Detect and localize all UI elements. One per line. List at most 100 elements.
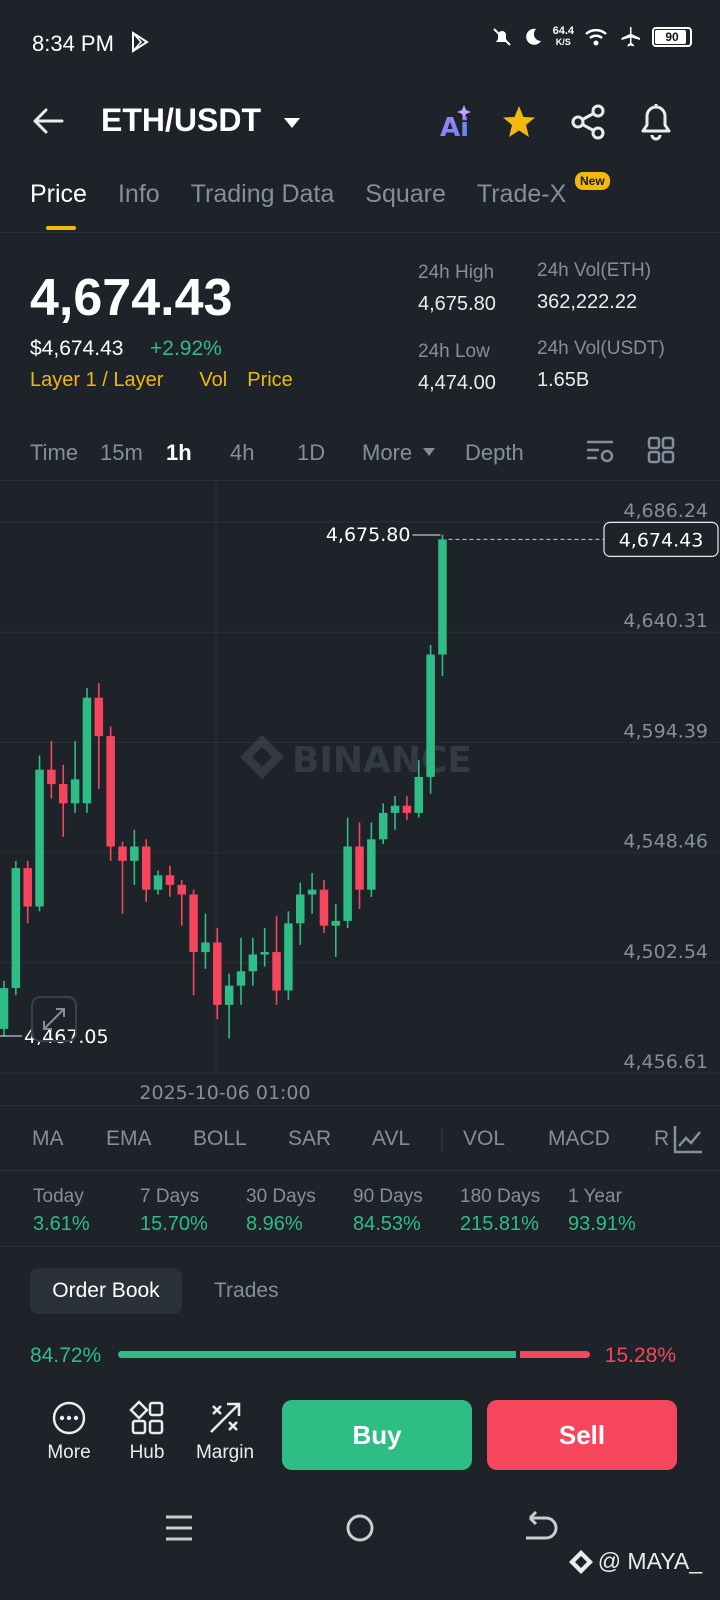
perf-180d-value: 215.81% <box>460 1213 539 1235</box>
moon-icon <box>525 28 541 45</box>
ask-ratio-bar <box>520 1351 590 1358</box>
alert-bell-icon[interactable] <box>638 101 674 141</box>
y-tick-label: 4,548.46 <box>623 831 708 853</box>
y-tick-label: 4,502.54 <box>623 941 708 963</box>
candle <box>426 644 435 794</box>
bid-ratio-bar <box>118 1351 516 1358</box>
tag-vol[interactable]: Vol <box>199 369 228 391</box>
indicator-macd[interactable]: MACD <box>548 1127 610 1150</box>
indicator-vol[interactable]: VOL <box>463 1127 506 1150</box>
pair-selector[interactable]: ETH/USDT <box>101 102 261 138</box>
ai-icon[interactable]: Ai <box>438 102 474 142</box>
candle-body <box>224 985 234 1005</box>
candle <box>23 860 32 924</box>
tag-category[interactable]: Layer 1 / Layer <box>30 369 164 391</box>
hub-button[interactable]: Hub <box>111 1400 183 1464</box>
tab-square[interactable]: Square <box>365 180 446 208</box>
indicator-avl[interactable]: AVL <box>372 1127 411 1150</box>
candles <box>0 534 447 1039</box>
perf-30d-value: 8.96% <box>246 1213 303 1235</box>
indicator-boll[interactable]: BOLL <box>193 1127 247 1150</box>
share-icon[interactable] <box>570 104 606 140</box>
candle-body <box>367 839 376 890</box>
interval-depth[interactable]: Depth <box>465 440 524 465</box>
tab-trades[interactable]: Trades <box>214 1279 279 1302</box>
watermark-tag-text: @ MAYA_ <box>597 1548 702 1574</box>
interval-1d[interactable]: 1D <box>297 440 326 465</box>
sell-button[interactable]: Sell <box>487 1400 677 1470</box>
margin-button[interactable]: Margin <box>189 1400 261 1464</box>
nav-back-icon[interactable] <box>526 1510 558 1540</box>
tab-trade-x[interactable]: Trade-X <box>476 180 567 208</box>
favorite-star-icon[interactable] <box>501 105 537 139</box>
candle-body <box>355 846 364 890</box>
interval-4h[interactable]: 4h <box>230 440 255 465</box>
binance-logo-icon <box>568 1549 593 1574</box>
candle-body <box>284 923 293 991</box>
tab-order-book[interactable]: Order Book <box>30 1268 182 1314</box>
candle-body <box>153 875 163 890</box>
high-value: 4,675.80 <box>418 293 496 315</box>
tab-info[interactable]: Info <box>117 180 160 208</box>
candle <box>390 796 400 830</box>
tab-trading-data[interactable]: Trading Data <box>190 180 335 208</box>
last-price-tag[interactable] <box>603 521 719 557</box>
home-icon[interactable] <box>346 1514 374 1542</box>
candle-body <box>331 920 341 926</box>
candle-body <box>59 784 68 804</box>
perf-90d-value: 84.53% <box>353 1213 421 1235</box>
candle <box>59 764 68 837</box>
interval-1h[interactable]: 1h <box>166 440 192 465</box>
candlestick-chart[interactable]: BINANCE 4,686.24 4,640.31 4,594.39 4,548.46… <box>0 480 720 1100</box>
recents-icon[interactable] <box>166 1515 192 1541</box>
interval-15m[interactable]: 15m <box>100 440 143 465</box>
candle-body <box>47 769 56 785</box>
more-label: More <box>47 1442 91 1463</box>
indicator-chart-icon[interactable] <box>672 1123 704 1155</box>
chart-settings-icon[interactable] <box>585 438 615 466</box>
candle <box>307 872 317 914</box>
low-label: 24h Low <box>418 341 490 362</box>
indicator-ma[interactable]: MA <box>32 1127 64 1150</box>
interval-more[interactable]: More <box>362 440 413 465</box>
candle-body <box>0 988 9 1029</box>
candle-body <box>390 805 400 813</box>
vol-usdt-label: 24h Vol(USDT) <box>537 338 665 359</box>
system-nav-bar <box>166 1510 558 1542</box>
bid-percent: 84.72% <box>30 1344 102 1367</box>
network-speed: 64.4 K/S <box>553 26 574 48</box>
fullscreen-icon[interactable] <box>31 996 77 1042</box>
buy-button[interactable]: Buy <box>282 1400 472 1470</box>
candle <box>343 817 352 929</box>
candle-body <box>141 846 151 890</box>
indicator-rsi[interactable]: R <box>654 1127 670 1150</box>
interval-time[interactable]: Time <box>30 440 79 465</box>
more-caret-icon[interactable] <box>422 447 436 457</box>
candle-body <box>189 894 198 953</box>
candle <box>94 683 104 789</box>
candle <box>70 740 80 813</box>
candle-body <box>118 846 127 861</box>
candle <box>260 928 269 967</box>
indicator-sar[interactable]: SAR <box>288 1127 332 1150</box>
user-watermark: @ MAYA_ <box>568 1548 702 1575</box>
candle-body <box>94 697 104 737</box>
candle <box>284 911 293 1001</box>
layout-grid-icon[interactable] <box>647 436 675 464</box>
status-icons: 64.4 K/S 90 <box>491 26 692 48</box>
wifi-icon <box>585 29 607 46</box>
candle-body <box>438 539 447 655</box>
ask-percent: 15.28% <box>604 1344 676 1367</box>
candle <box>130 829 139 885</box>
more-button[interactable]: More <box>33 1400 105 1464</box>
caret-down-icon[interactable] <box>282 116 302 130</box>
tab-price[interactable]: Price <box>30 180 87 208</box>
perf-180d-label: 180 Days <box>460 1186 541 1207</box>
candle <box>248 937 258 986</box>
candle <box>319 880 329 933</box>
candle-body <box>272 952 281 991</box>
tag-price[interactable]: Price <box>247 369 293 391</box>
back-arrow-icon[interactable] <box>30 103 66 139</box>
indicator-ema[interactable]: EMA <box>106 1127 152 1150</box>
candle-body <box>165 875 175 885</box>
